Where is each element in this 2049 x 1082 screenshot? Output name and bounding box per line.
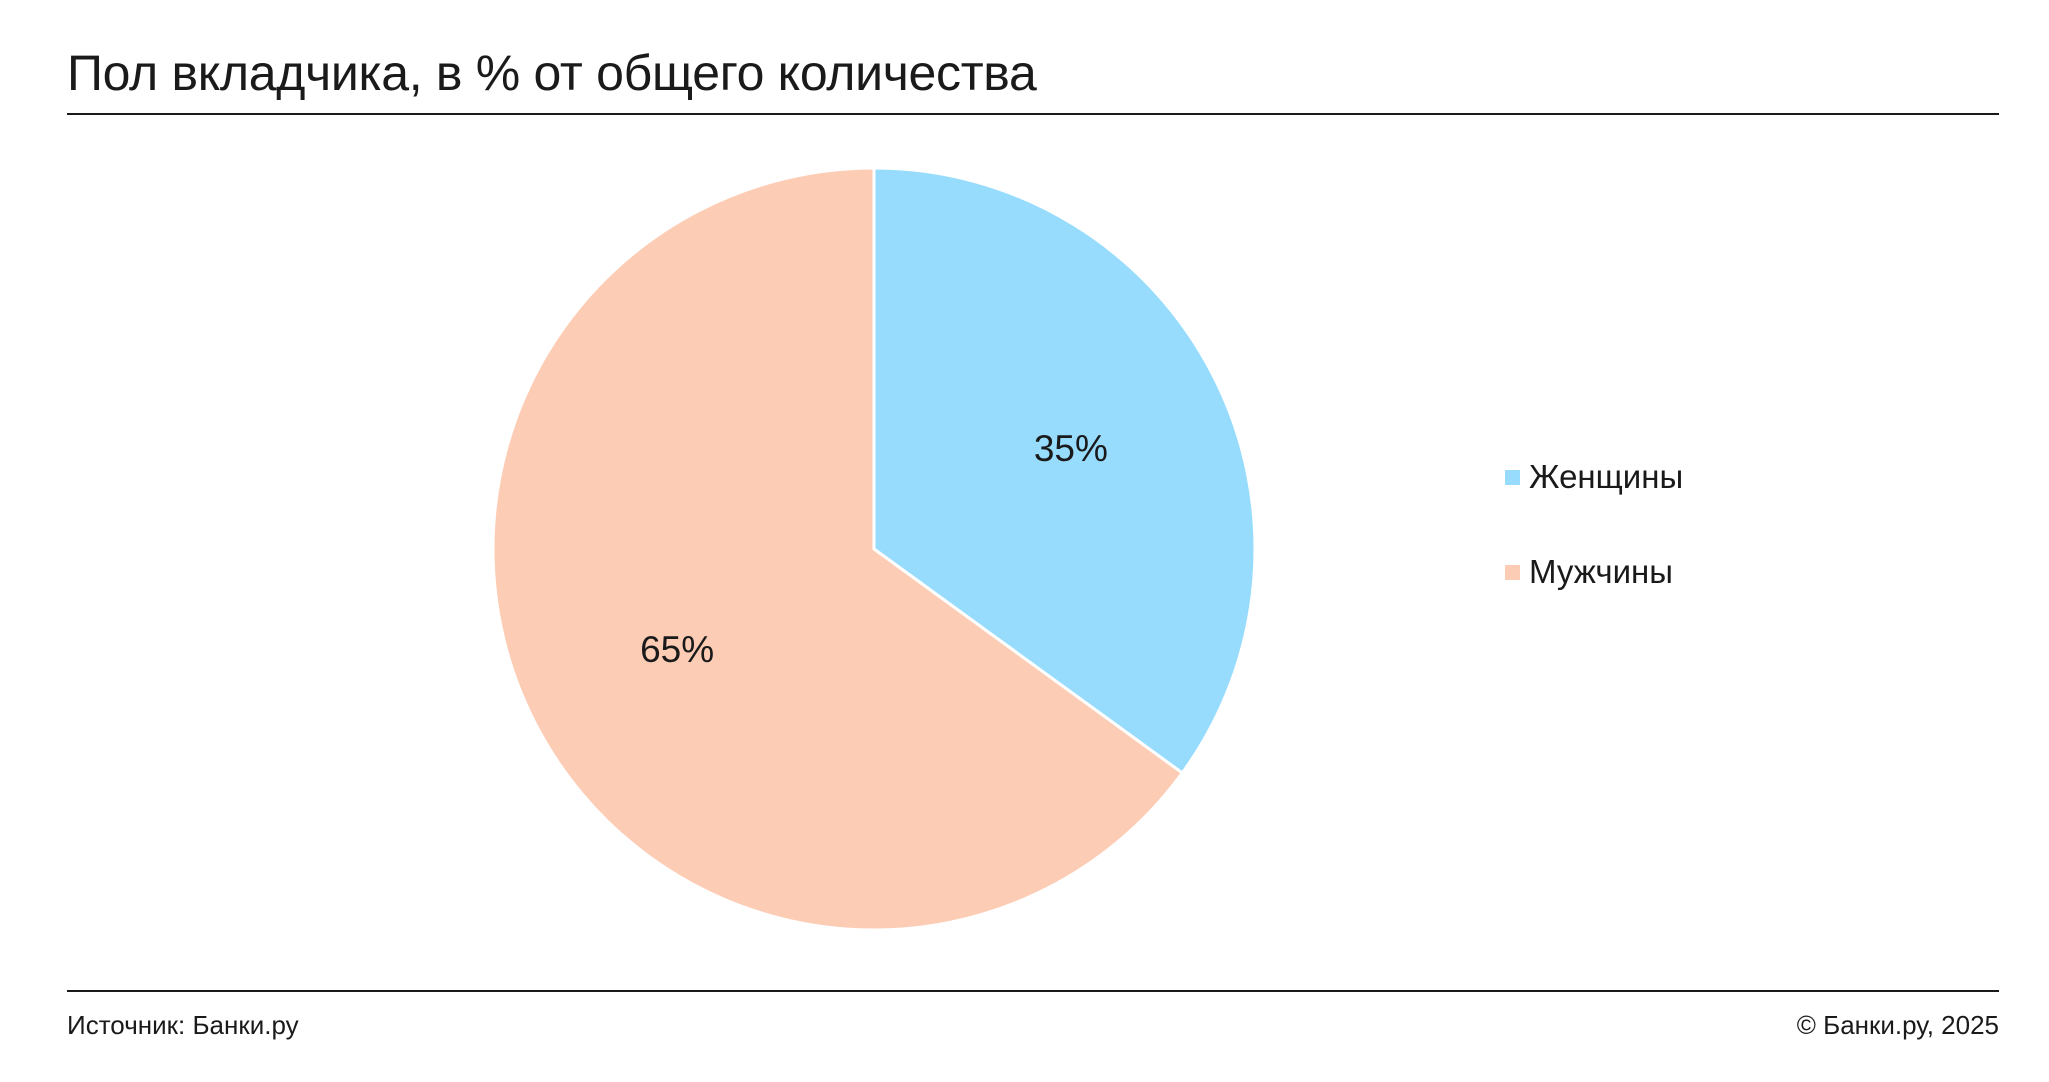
footer-divider [67,990,1999,992]
source-note: Источник: Банки.ру [67,1010,299,1040]
copyright-note: © Банки.ру, 2025 [1796,1010,1999,1040]
title-divider [67,113,1999,115]
legend-item-women: Женщины [1505,452,1683,502]
chart-title: Пол вкладчика, в % от общего количества [67,45,1037,101]
legend-item-men: Мужчины [1505,547,1683,597]
chart-legend: Женщины Мужчины [1505,452,1683,642]
legend-swatch-women [1505,469,1520,485]
pie-label-men: 65% [640,629,714,670]
legend-swatch-men [1505,564,1520,580]
legend-label-men: Мужчины [1529,553,1674,590]
pie-slice-men [491,166,1184,932]
legend-label-women: Женщины [1529,458,1684,495]
pie-slice-women [872,166,1257,775]
pie-label-women: 35% [1034,428,1108,469]
